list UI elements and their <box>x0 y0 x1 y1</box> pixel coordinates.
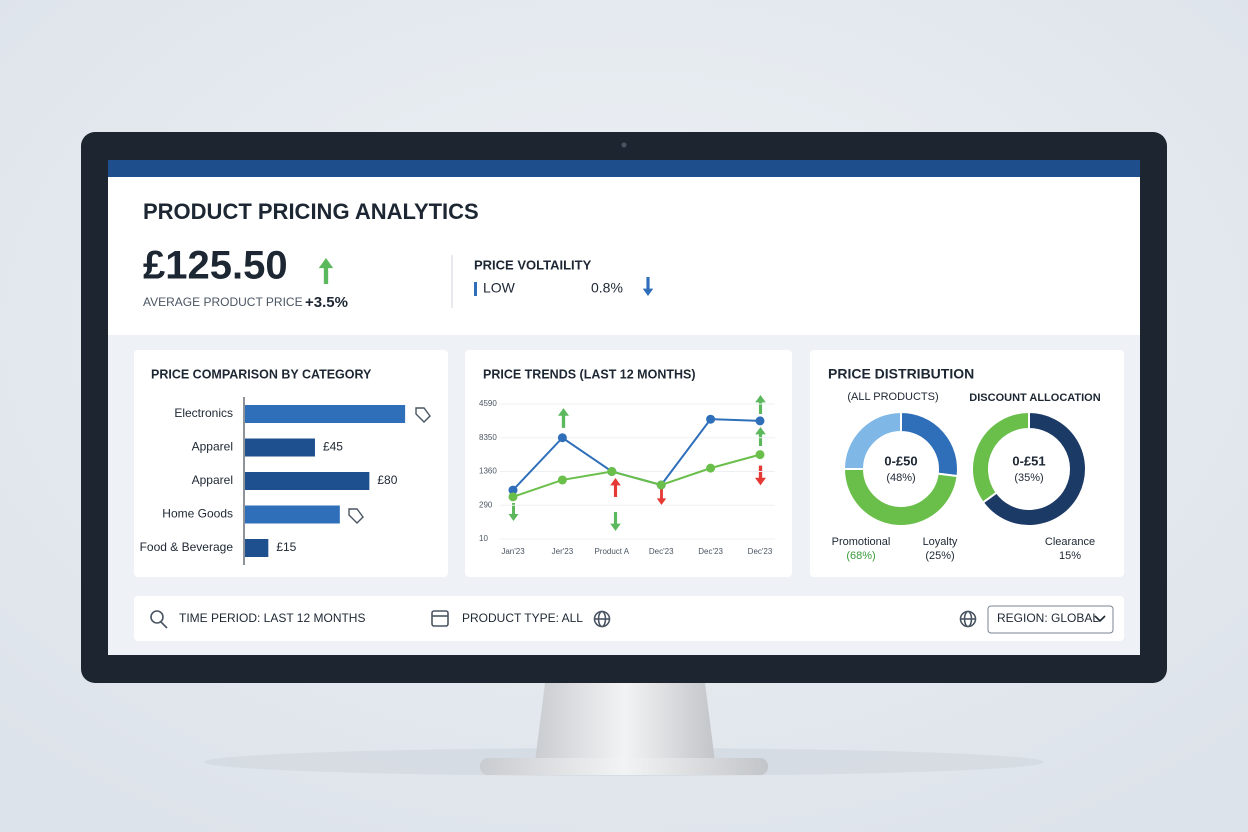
callout-pct: (68%) <box>846 550 875 562</box>
donut-segment <box>842 410 902 470</box>
volatility-level: LOW <box>483 280 516 296</box>
x-tick-label: Dec'23 <box>748 547 773 556</box>
chevron[interactable] <box>1094 615 1106 623</box>
x-tick-label: Dec'23 <box>698 547 723 556</box>
bar <box>245 405 406 423</box>
x-tick-label: Jer'23 <box>552 547 574 556</box>
bar <box>245 438 315 457</box>
callout-pct: (25%) <box>925 550 954 562</box>
point <box>557 433 567 443</box>
volatility-change: 0.8% <box>591 280 623 296</box>
bar <box>245 539 269 557</box>
donut-center: 0-£51 <box>1012 453 1045 468</box>
y-tick-label: 4590 <box>479 399 497 408</box>
donut2-subtitle: DISCOUNT ALLOCATION <box>969 392 1100 404</box>
y-tick-label: 8350 <box>479 433 497 442</box>
callout-pct: 15% <box>1059 550 1081 562</box>
point <box>755 416 765 426</box>
dashboard-title: PRODUCT PRICING ANALYTICS <box>143 199 479 224</box>
x-tick-label: Dec'23 <box>649 547 674 556</box>
value-label: £80 <box>377 473 397 487</box>
x-tick-label: Product A <box>594 547 629 556</box>
bar-title: PRICE COMPARISON BY CATEGORY <box>151 367 372 381</box>
kpi-value: £125.50 <box>143 244 288 288</box>
donut1-subtitle: (ALL PRODUCTS) <box>847 391 938 403</box>
donut-center-pct: (48%) <box>886 472 915 484</box>
point <box>557 475 567 485</box>
filter-bar <box>134 596 1124 641</box>
tag-icons <box>348 407 431 524</box>
point <box>706 463 716 473</box>
header <box>108 177 1140 335</box>
category-label: Electronics <box>174 406 233 420</box>
volatility-marker <box>474 282 477 296</box>
point <box>508 492 518 502</box>
region-filter[interactable]: REGION: GLOBAL <box>997 611 1099 625</box>
category-label: Home Goods <box>162 507 233 521</box>
line-title: PRICE TRENDS (LAST 12 MONTHS) <box>483 367 696 381</box>
donut-center-pct: (35%) <box>1014 472 1043 484</box>
point <box>656 480 666 490</box>
donut-center: 0-£50 <box>884 453 917 468</box>
value-label: £45 <box>323 440 343 454</box>
callout-name: Clearance <box>1045 536 1095 548</box>
stand-neck <box>535 683 715 762</box>
line-card <box>465 350 792 577</box>
kpi-label: AVERAGE PRODUCT PRICE <box>143 295 303 309</box>
y-tick-label: 290 <box>479 500 493 509</box>
volatility-title: PRICE VOLTAILITY <box>474 257 592 272</box>
x-tick-label: Jan'23 <box>501 547 525 556</box>
donut-segment <box>971 410 1030 504</box>
camera <box>621 142 627 148</box>
callout-name: Loyalty <box>923 536 958 548</box>
region-dropdown[interactable]: REGION: GLOBAL <box>987 605 1114 634</box>
product-filter[interactable]: PRODUCT TYPE: ALL <box>462 611 583 625</box>
point <box>508 485 518 495</box>
point <box>706 414 716 424</box>
y-tick-label: 10 <box>479 534 488 543</box>
top-bar <box>108 160 1140 177</box>
dropdown-box[interactable] <box>987 605 1114 634</box>
donut-segment <box>842 468 959 527</box>
bar <box>245 505 340 524</box>
stand-base <box>480 758 768 775</box>
category-label: Food & Beverage <box>140 540 234 554</box>
callout-name: Promotional <box>832 536 891 548</box>
time-filter[interactable]: TIME PERIOD: LAST 12 MONTHS <box>179 611 365 625</box>
kpi-change: +3.5% <box>305 294 348 311</box>
category-label: Apparel <box>192 473 233 487</box>
value-label: £15 <box>276 540 296 554</box>
donut-segment <box>981 410 1087 527</box>
point <box>607 467 617 476</box>
distribution-title: PRICE DISTRIBUTION <box>828 366 974 382</box>
category-label: Apparel <box>192 440 233 454</box>
trend-line <box>512 453 761 498</box>
filter-icons <box>150 610 977 629</box>
point <box>755 450 765 460</box>
bar <box>245 472 370 490</box>
y-tick-label: 1360 <box>479 467 497 476</box>
